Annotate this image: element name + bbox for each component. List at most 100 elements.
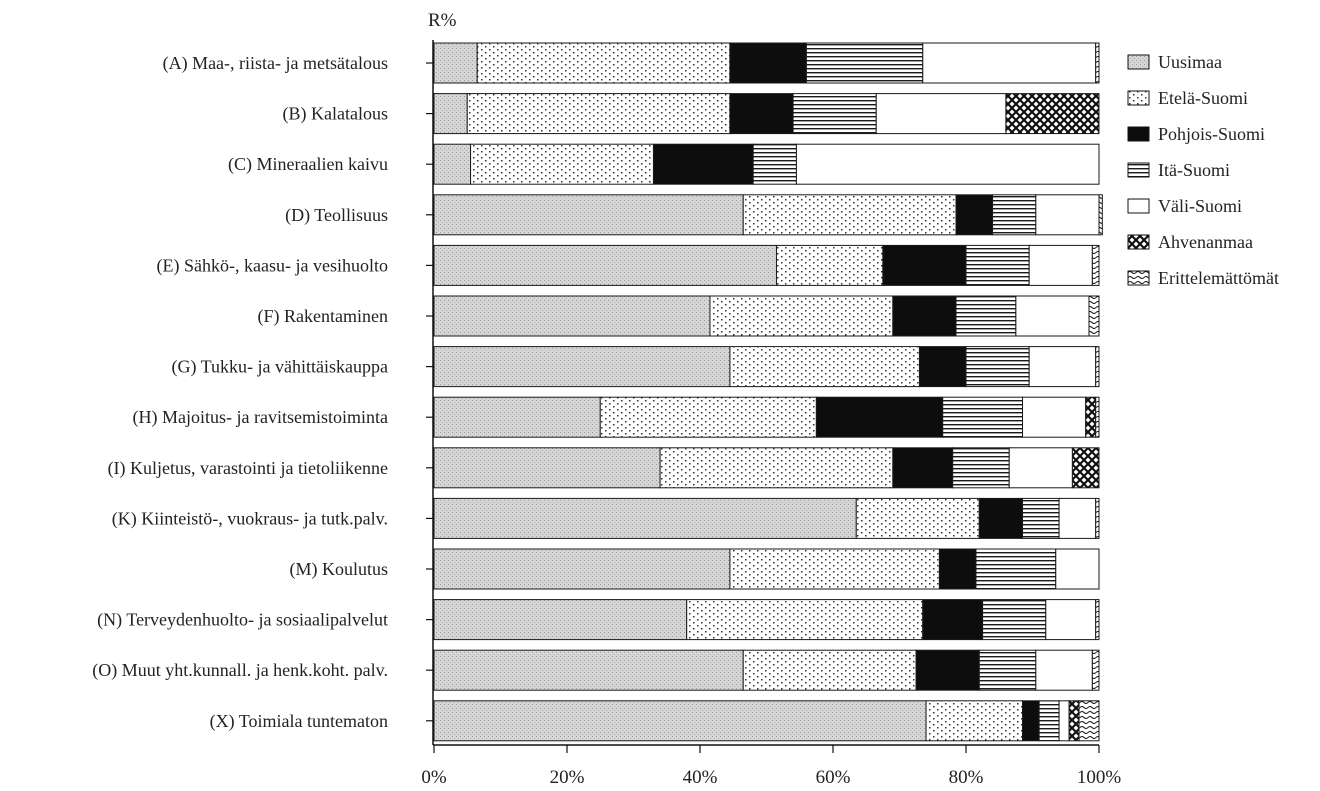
bar-segment (433, 396, 601, 438)
legend-entry: Itä-Suomi (1158, 160, 1230, 180)
bar-segment (433, 447, 661, 489)
category-label: (I) Kuljetus, varastointi ja tietoliiken… (108, 458, 388, 479)
bar-segment (433, 93, 468, 135)
legend-entry: Pohjois-Suomi (1158, 124, 1265, 144)
bar-segment (659, 447, 894, 489)
bar-segment (1035, 194, 1100, 236)
legend: Uusimaa Etelä-Suomi Pohjois-Suomi Itä-Suomi… (1127, 52, 1279, 288)
bar-segment (955, 194, 994, 236)
bar-segment (965, 346, 1030, 388)
x-tick-label: 0% (421, 767, 447, 788)
legend-swatch (1127, 270, 1150, 286)
bar-segment (729, 346, 920, 388)
bar-segment (882, 244, 967, 286)
category-labels: (A) Maa-, riista- ja metsätalous (B) Kala… (92, 53, 388, 732)
legend-entry: Etelä-Suomi (1158, 88, 1248, 108)
legend-swatch (1127, 126, 1150, 142)
bar-segment (1035, 649, 1093, 691)
bar-segment (433, 497, 857, 539)
category-label: (N) Terveydenhuolto- ja sosiaalipalvelut (97, 610, 388, 631)
bar-segment (1098, 194, 1103, 236)
legend-entry: Ahvenanmaa (1158, 232, 1253, 252)
x-tick-label: 60% (816, 767, 851, 788)
bar-segment (466, 93, 731, 135)
category-label: (H) Majoitus- ja ravitsemistoiminta (133, 407, 388, 428)
bar-segment (433, 346, 731, 388)
bar-segment (918, 346, 967, 388)
bar-segment (1068, 700, 1080, 742)
bar-segment (975, 548, 1057, 590)
bar-segment (742, 194, 957, 236)
bar-segment (1005, 93, 1100, 135)
bar-segment (752, 143, 797, 185)
bar-segment (433, 599, 688, 641)
bar-segment (955, 295, 1017, 337)
category-label: (M) Koulutus (290, 559, 389, 580)
bar-segment (1078, 700, 1100, 742)
bar-segment (922, 599, 984, 641)
bar-segment (815, 396, 944, 438)
bar-segment (433, 295, 711, 337)
bar-segment (433, 194, 744, 236)
bar-segment (1028, 244, 1093, 286)
bar-segment (433, 42, 478, 84)
x-tick-label: 40% (683, 767, 718, 788)
bar-segment (965, 244, 1030, 286)
bar-segment (925, 700, 1024, 742)
bar-segment (938, 548, 977, 590)
bar-segment (1091, 244, 1100, 286)
legend-swatch (1127, 234, 1150, 250)
bar-segment (1085, 396, 1097, 438)
bar-segment (855, 497, 980, 539)
legend-swatch (1127, 198, 1150, 214)
bar-segment (1008, 447, 1073, 489)
bar-segment (686, 599, 924, 641)
x-tick-labels: 0% 20% 40% 60% 80% 100% (421, 745, 1121, 788)
bar-segment (433, 700, 927, 742)
bar-segment (1038, 700, 1060, 742)
bar-segment (805, 42, 924, 84)
x-tick-label: 20% (550, 767, 585, 788)
bar-segment (978, 649, 1037, 691)
bar-segment (1045, 599, 1097, 641)
bar-segment (952, 447, 1010, 489)
category-label: (O) Muut yht.kunnall. ja henk.koht. palv… (92, 660, 388, 681)
y-axis-label: R% (428, 10, 457, 31)
category-label: (G) Tukku- ja vähittäiskauppa (172, 357, 388, 378)
bar-segment (978, 497, 1024, 539)
bar-segment (1022, 497, 1060, 539)
x-tick-label: 100% (1077, 767, 1122, 788)
bar-segment (742, 649, 917, 691)
bar-segment (1015, 295, 1090, 337)
bar-segment (1095, 42, 1100, 84)
legend-entry: Erittelemättömät (1158, 268, 1279, 288)
bar-segment (729, 42, 807, 84)
bar-segment (875, 93, 1007, 135)
bar-segment (433, 244, 777, 286)
axes (426, 40, 1099, 746)
bar-segment (792, 93, 877, 135)
bar-segment (1095, 396, 1100, 438)
category-label: (F) Rakentaminen (258, 306, 388, 327)
bar-segment (922, 42, 1097, 84)
legend-swatch (1127, 54, 1150, 70)
bar-segment (1091, 649, 1100, 691)
bar-segment (992, 194, 1037, 236)
bar-segment (795, 143, 1100, 185)
bar-segment (942, 396, 1024, 438)
x-tick-label: 80% (949, 767, 984, 788)
bar-segment (729, 93, 794, 135)
bars (433, 42, 1103, 742)
bar-segment (1028, 346, 1097, 388)
bar-segment (1058, 497, 1097, 539)
bar-segment (892, 447, 954, 489)
category-label: (A) Maa-, riista- ja metsätalous (163, 53, 388, 74)
bar-segment (1058, 700, 1070, 742)
bar-segment (775, 244, 884, 286)
bar-segment (599, 396, 817, 438)
bar-segment (1055, 548, 1100, 590)
bar-segment (476, 42, 731, 84)
bar-segment (470, 143, 654, 185)
legend-swatch (1127, 162, 1150, 178)
